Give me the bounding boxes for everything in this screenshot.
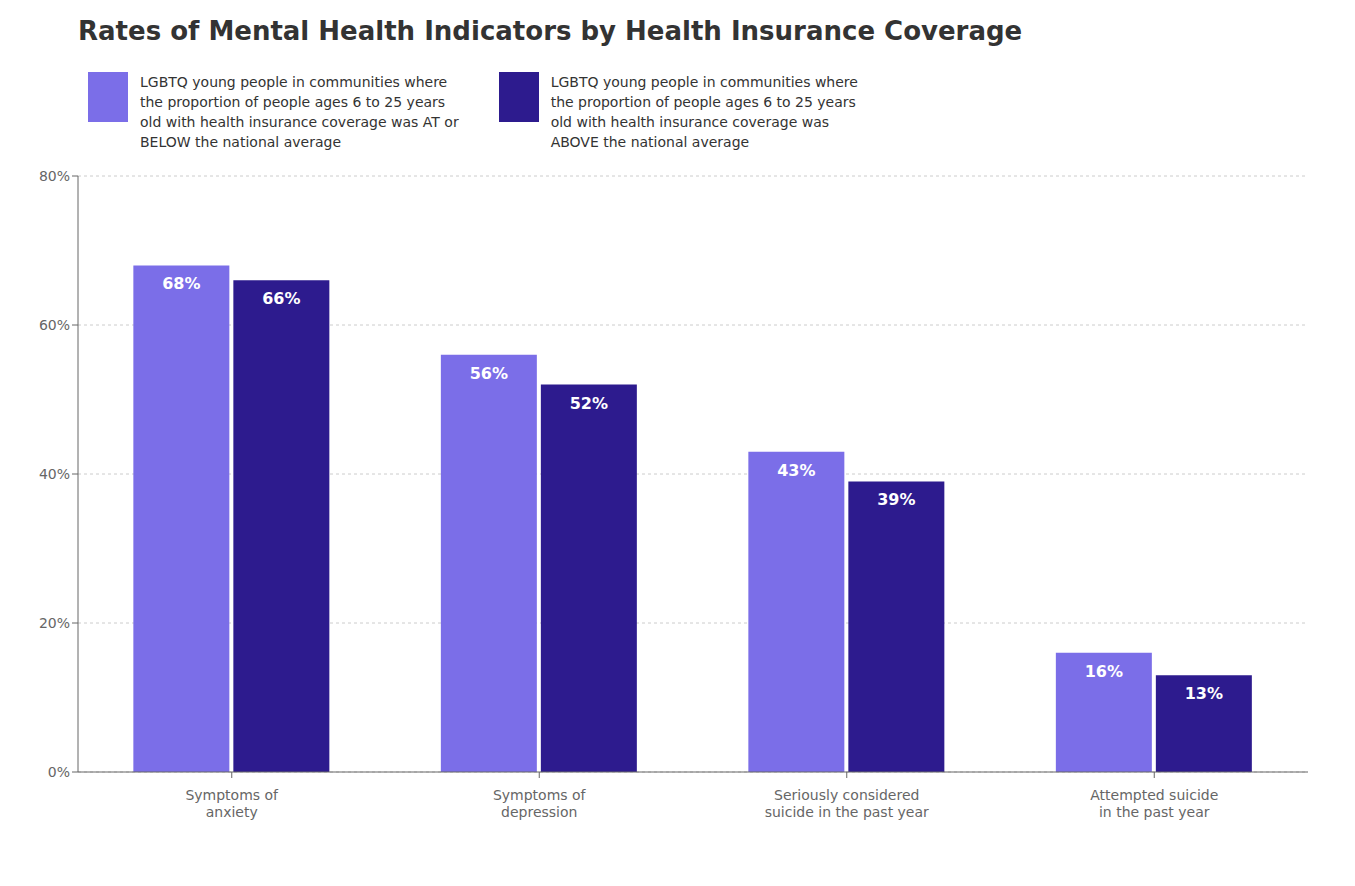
svg-text:Attempted suicidein the past y: Attempted suicidein the past year — [1090, 787, 1218, 820]
svg-text:13%: 13% — [1185, 684, 1223, 703]
svg-text:Symptoms ofdepression: Symptoms ofdepression — [493, 787, 587, 820]
svg-text:56%: 56% — [470, 364, 508, 383]
html-text:LGBTQ young people in communit: LGBTQ young people in communities where … — [140, 74, 459, 150]
svg-text:43%: 43% — [777, 461, 815, 480]
svg-text:0%: 0% — [48, 764, 70, 780]
svg-text:39%: 39% — [877, 490, 915, 509]
svg-text:Symptoms ofanxiety: Symptoms ofanxiety — [185, 787, 279, 820]
svg-text:16%: 16% — [1085, 662, 1123, 681]
svg-text:60%: 60% — [39, 317, 70, 333]
svg-text:80%: 80% — [39, 168, 70, 184]
svg-text:68%: 68% — [162, 274, 200, 293]
html-text:LGBTQ young people in communit: LGBTQ young people in communities where … — [550, 74, 858, 150]
svg-text:20%: 20% — [39, 615, 70, 631]
svg-text:52%: 52% — [570, 394, 608, 413]
html-text:Rates of Mental Health Indicat: Rates of Mental Health Indicators by Hea… — [78, 16, 1023, 46]
svg-text:Seriously consideredsuicide in: Seriously consideredsuicide in the past … — [765, 787, 929, 820]
svg-text:66%: 66% — [262, 289, 300, 308]
svg-text:40%: 40% — [39, 466, 70, 482]
